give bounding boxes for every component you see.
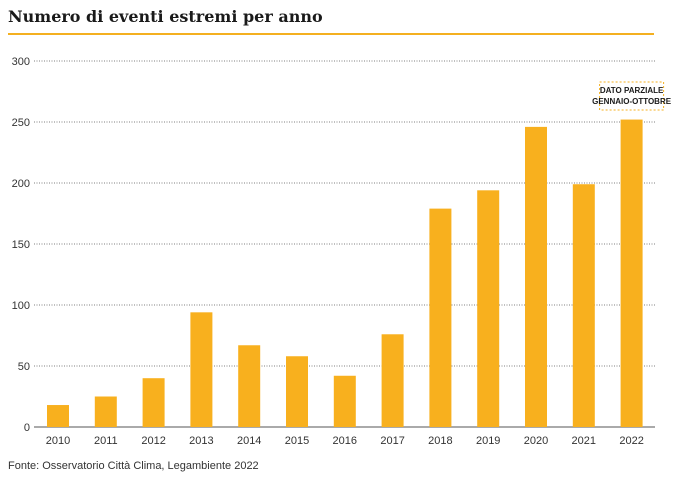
x-tick-label: 2013 xyxy=(189,435,213,447)
bar xyxy=(429,208,452,427)
x-tick-label: 2011 xyxy=(94,435,118,447)
x-tick-label: 2020 xyxy=(524,435,548,447)
title-underline xyxy=(8,33,654,35)
x-tick-label: 2016 xyxy=(333,435,357,447)
bar xyxy=(142,378,165,427)
y-tick-label: 150 xyxy=(12,239,30,251)
x-tick-label: 2022 xyxy=(619,435,643,447)
bar xyxy=(477,190,500,427)
y-tick-label: 100 xyxy=(12,300,30,312)
source-note: Fonte: Osservatorio Città Clima, Legambi… xyxy=(8,460,259,472)
bar xyxy=(381,334,404,427)
annotation-box xyxy=(599,81,665,111)
bar xyxy=(286,356,308,427)
x-tick-label: 2015 xyxy=(285,435,309,447)
x-tick-label: 2019 xyxy=(476,435,500,447)
y-tick-label: 250 xyxy=(12,117,30,129)
x-tick-label: 2012 xyxy=(141,435,165,447)
x-tick-label: 2021 xyxy=(572,435,596,447)
x-tick-label: 2010 xyxy=(46,435,70,447)
x-tick-label: 2017 xyxy=(380,435,404,447)
bar xyxy=(47,405,69,427)
bar xyxy=(572,184,595,427)
bar xyxy=(94,396,117,427)
bar xyxy=(525,126,547,427)
y-tick-label: 200 xyxy=(12,178,30,190)
bar xyxy=(620,119,643,427)
y-tick-label: 0 xyxy=(24,422,30,434)
bar xyxy=(333,375,356,427)
annotation-text: DATO PARZIALE xyxy=(600,86,664,95)
bar xyxy=(238,345,261,427)
x-tick-label: 2014 xyxy=(237,435,261,447)
x-tick-label: 2018 xyxy=(428,435,452,447)
annotation-text: GENNAIO-OTTOBRE xyxy=(592,97,672,106)
chart-title: Numero di eventi estremi per anno xyxy=(8,7,323,26)
bar xyxy=(190,312,213,427)
y-tick-label: 50 xyxy=(18,361,30,373)
y-tick-label: 300 xyxy=(12,56,30,68)
